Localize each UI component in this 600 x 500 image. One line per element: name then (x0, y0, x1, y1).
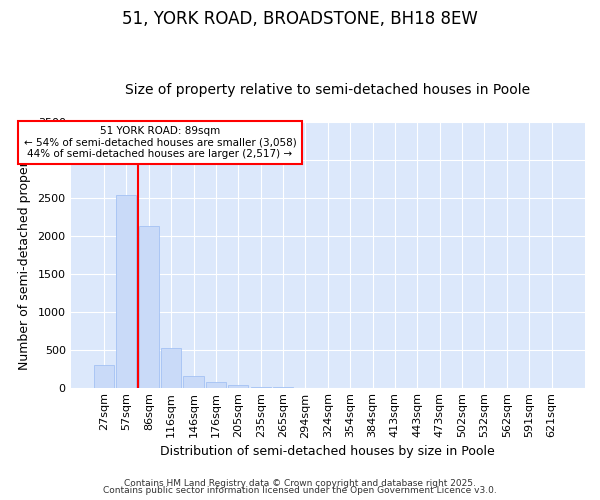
Bar (161, 348, 181, 388)
Title: Size of property relative to semi-detached houses in Poole: Size of property relative to semi-detach… (125, 83, 530, 97)
X-axis label: Distribution of semi-detached houses by size in Poole: Distribution of semi-detached houses by … (160, 444, 495, 458)
Bar (139, 226, 159, 388)
Bar (94, 365, 114, 388)
Bar (206, 382, 226, 388)
Bar (116, 194, 136, 388)
Text: Contains HM Land Registry data © Crown copyright and database right 2025.: Contains HM Land Registry data © Crown c… (124, 478, 476, 488)
Text: 51, YORK ROAD, BROADSTONE, BH18 8EW: 51, YORK ROAD, BROADSTONE, BH18 8EW (122, 10, 478, 28)
Text: 51 YORK ROAD: 89sqm
← 54% of semi-detached houses are smaller (3,058)
44% of sem: 51 YORK ROAD: 89sqm ← 54% of semi-detach… (23, 126, 296, 159)
Bar (228, 386, 248, 388)
Y-axis label: Number of semi-detached properties: Number of semi-detached properties (17, 139, 31, 370)
Text: Contains public sector information licensed under the Open Government Licence v3: Contains public sector information licen… (103, 486, 497, 495)
Bar (184, 376, 203, 388)
